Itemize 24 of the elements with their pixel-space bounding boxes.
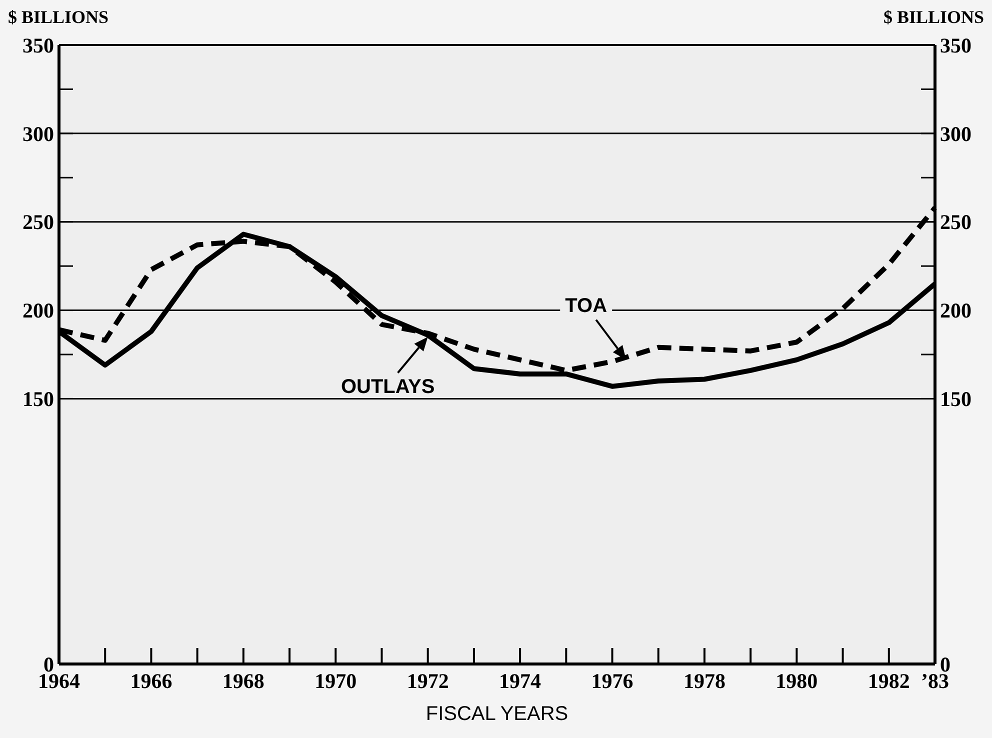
x-axis-title: FISCAL YEARS: [426, 703, 568, 725]
y-tick-label: 250: [22, 210, 54, 234]
x-tick-label: 1970: [314, 669, 357, 693]
x-tick-label: 1966: [130, 669, 172, 693]
y2-tick-label: 300: [940, 122, 972, 146]
annotation: OUTLAYS: [340, 376, 435, 398]
x-tick-label: 1974: [499, 669, 542, 693]
x-tick-label: 1968: [222, 669, 264, 693]
x-tick-label: 1978: [683, 669, 726, 693]
y-tick-label: 150: [22, 387, 54, 412]
x-tick-label: 1980: [776, 669, 818, 693]
y2-tick-label: 150: [940, 387, 972, 412]
y2-tick-label: 200: [940, 298, 972, 323]
y-tick-label: 300: [22, 122, 54, 146]
annotation: TOA: [565, 294, 608, 317]
y2-tick-label: 250: [940, 210, 972, 234]
x-tick-label: 1982: [868, 669, 910, 693]
y-tick-label: 350: [22, 33, 54, 58]
x-tick-label: 1972: [406, 669, 449, 693]
y-tick-label: 200: [22, 298, 54, 323]
y-axis-title: $ BILLIONS: [8, 7, 109, 27]
x-tick-label: 1976: [591, 669, 634, 693]
y2-axis-title: $ BILLIONS: [883, 7, 984, 27]
y2-tick-label: 350: [940, 33, 972, 58]
